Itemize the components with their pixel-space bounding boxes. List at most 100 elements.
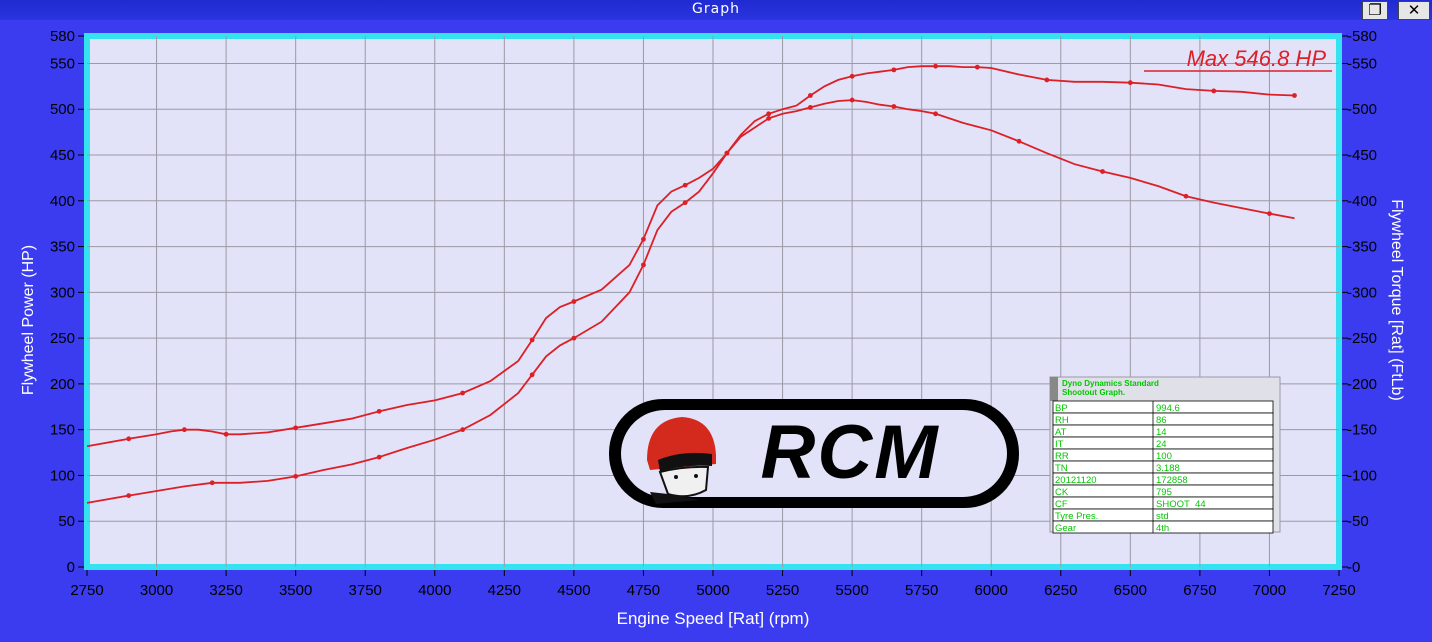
data-point (724, 150, 730, 156)
info-row-value: 14 (1156, 427, 1167, 438)
info-row (1052, 520, 1274, 534)
info-row-key: IT (1055, 439, 1064, 450)
info-row-value: 994.6 (1156, 403, 1180, 414)
close-window-button[interactable]: ✕ (1398, 1, 1430, 20)
data-point (1211, 88, 1217, 94)
x-tick-label: 4250 (488, 582, 521, 599)
x-tick-label: 4000 (418, 582, 451, 599)
chart-area: 2750 3000 3250 3500 3750 4000 4250 4500 4750 5000… (0, 20, 1432, 637)
x-tick-label: 6500 (1114, 582, 1147, 599)
data-point (376, 408, 382, 414)
info-row-value: std (1156, 511, 1169, 522)
info-row-key: CF (1055, 499, 1068, 510)
y2-axis-title: Flywheel Torque [Rat] (FtLb) (1388, 199, 1405, 401)
info-row-value: SHOOT_44 (1156, 499, 1206, 510)
data-point (1100, 169, 1105, 174)
x-tick-label: 7000 (1253, 582, 1286, 599)
y2-tick-label: -350 (1347, 239, 1377, 256)
helmet-icon (647, 417, 716, 504)
info-row-key: BP (1055, 403, 1068, 414)
data-point (849, 97, 855, 103)
data-point (571, 335, 577, 341)
info-row-value: 4th (1156, 523, 1169, 534)
data-point (293, 425, 299, 431)
data-point (682, 200, 688, 206)
info-box-handle (1050, 377, 1058, 401)
y-tick-label: 580 (50, 28, 75, 45)
x-tick-label: 3750 (349, 582, 382, 599)
y-tick-label: 450 (50, 147, 75, 164)
data-point (807, 105, 813, 110)
info-row-value: 86 (1156, 415, 1167, 426)
rcm-logo: RCM (609, 399, 1019, 508)
x-tick-label: 4500 (557, 582, 590, 599)
y-tick-label: 150 (50, 422, 75, 439)
y-axis-title: Flywheel Power (HP) (20, 245, 37, 395)
info-row-key: AT (1055, 427, 1067, 438)
logo-inner-frame (621, 410, 1007, 497)
logo-text: RCM (760, 410, 939, 495)
data-point (766, 111, 772, 117)
data-point (891, 104, 897, 109)
y-tick-label: 200 (50, 376, 75, 393)
x-tick-label: 5500 (835, 582, 868, 599)
info-row-value: 24 (1156, 439, 1167, 450)
y-tick-label: 400 (50, 193, 75, 210)
close-icon: ✕ (1407, 1, 1421, 19)
y2-tick-label: -200 (1347, 376, 1377, 393)
y-tick-label: 500 (50, 101, 75, 118)
data-point (641, 236, 646, 242)
data-point (933, 63, 938, 69)
series-layer (86, 63, 1297, 504)
y2-tick-label: -0 (1347, 559, 1360, 576)
info-row-key: Gear (1055, 523, 1076, 534)
data-point (1292, 93, 1297, 98)
y2-tick-label: -500 (1347, 101, 1377, 118)
y2-tick-label: -400 (1347, 193, 1377, 210)
restore-icon: ❐ (1368, 1, 1382, 19)
data-point (376, 454, 382, 460)
data-point (1044, 77, 1050, 83)
x-tick-label: 6250 (1044, 582, 1077, 599)
y2-tick-label: -100 (1347, 467, 1377, 484)
power-curve (86, 65, 1295, 504)
y2-tick-label: -250 (1347, 330, 1377, 347)
data-point (1127, 80, 1133, 86)
data-point (933, 111, 938, 117)
info-row-key: RR (1055, 451, 1069, 462)
window-titlebar: Graph ❐ ✕ (0, 0, 1432, 20)
info-row-value: 3.188 (1156, 463, 1180, 474)
y-tick-label: 550 (50, 55, 75, 72)
info-box-rows: BP 994.6 RH 86 AT 14 IT 24 RR 100 TN 3.188 20121120 1… (1052, 400, 1274, 534)
data-point (529, 337, 535, 343)
y-tick-label: 100 (50, 467, 75, 484)
data-point (766, 115, 772, 121)
y2-tick-label: -550 (1347, 55, 1377, 72)
y2-tick-label: -150 (1347, 422, 1377, 439)
y2-tick-label: -580 (1347, 28, 1377, 45)
x-tick-label: 3500 (279, 582, 312, 599)
x-tick-label: 7250 (1322, 582, 1355, 599)
info-row-key: Tyre Pres. (1055, 511, 1098, 522)
info-box-title-2: Shootout Graph. (1062, 388, 1125, 397)
data-point (293, 473, 299, 479)
x-tick-label: 5250 (766, 582, 799, 599)
torque-curve (86, 99, 1295, 448)
y2-tick-label: -50 (1347, 513, 1369, 530)
data-point (641, 262, 646, 268)
x-tick-label: 4750 (627, 582, 660, 599)
y-tick-label: 350 (50, 239, 75, 256)
data-point (849, 73, 855, 79)
restore-window-button[interactable]: ❐ (1362, 1, 1388, 20)
data-point (126, 436, 132, 442)
data-point (891, 67, 897, 73)
data-point (223, 431, 229, 437)
data-point (682, 182, 688, 188)
info-row-key: 20121120 (1055, 475, 1097, 486)
max-power-label: Max 546.8 HP (1187, 46, 1327, 71)
info-row-key: CK (1055, 487, 1069, 498)
info-row-value: 100 (1156, 451, 1172, 462)
y-tick-label: 0 (67, 559, 75, 576)
data-point (209, 480, 215, 486)
axis-ticks: 2750 3000 3250 3500 3750 4000 4250 4500 4750 5000… (50, 28, 1377, 599)
